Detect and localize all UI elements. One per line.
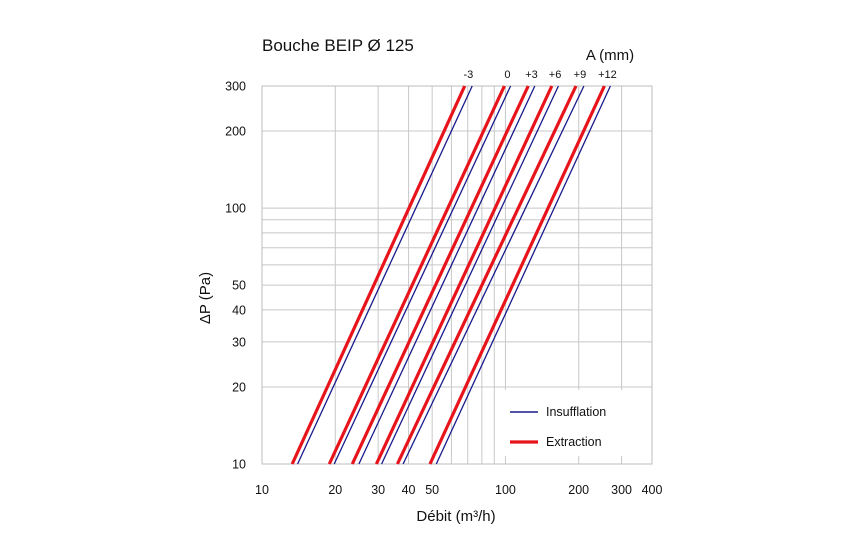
a-value-label: +3 xyxy=(525,69,538,81)
series-line-extraction-11 xyxy=(428,85,606,465)
x-tick-label: 100 xyxy=(495,483,516,497)
legend-label-insufflation: Insufflation xyxy=(546,405,606,419)
x-tick-label: 30 xyxy=(371,483,385,497)
x-tick-label: 10 xyxy=(255,483,269,497)
series-line-insufflation-6 xyxy=(381,85,559,465)
a-parameter-labels: -3 0 +3 +6 +9 +12 xyxy=(464,69,617,81)
x-tick-label: 40 xyxy=(402,483,416,497)
a-value-label: -3 xyxy=(464,69,474,81)
x-tick-label: 200 xyxy=(568,483,589,497)
series-line-extraction-9 xyxy=(395,85,578,465)
series-line-extraction-5 xyxy=(350,85,530,465)
series-line-extraction-3 xyxy=(327,85,506,465)
parameter-label: A (mm) xyxy=(586,47,634,64)
x-tick-label: 50 xyxy=(425,483,439,497)
x-tick-labels: 10 20 30 40 50 100 200 300 400 xyxy=(255,483,662,497)
plot-frame xyxy=(261,85,653,465)
a-value-label: +9 xyxy=(574,69,587,81)
series-line-insufflation-2 xyxy=(333,85,512,465)
y-axis-label: ΔP (Pa) xyxy=(197,272,214,324)
series-line-extraction-1 xyxy=(290,85,467,465)
legend-label-extraction: Extraction xyxy=(546,435,602,449)
chart-title: Bouche BEIP Ø 125 xyxy=(262,36,414,55)
series-line-insufflation-4 xyxy=(358,85,536,465)
y-tick-label: 200 xyxy=(225,125,246,139)
series-line-insufflation-8 xyxy=(402,85,585,465)
legend: Insufflation Extraction xyxy=(496,390,634,456)
y-tick-labels: 10 20 30 40 50 100 200 300 xyxy=(225,80,246,472)
series-lines xyxy=(290,85,611,465)
a-value-label: 0 xyxy=(504,69,510,81)
series-line-insufflation-10 xyxy=(435,85,611,465)
y-tick-label: 20 xyxy=(232,380,246,394)
x-tick-label: 20 xyxy=(328,483,342,497)
x-tick-label: 300 xyxy=(611,483,632,497)
y-tick-label: 40 xyxy=(232,303,246,317)
x-tick-label: 400 xyxy=(642,483,663,497)
x-axis-label: Débit (m³/h) xyxy=(416,508,495,525)
y-tick-label: 30 xyxy=(232,335,246,349)
a-value-label: +12 xyxy=(598,69,617,81)
y-tick-label: 300 xyxy=(225,80,246,94)
a-value-label: +6 xyxy=(549,69,562,81)
y-tick-label: 100 xyxy=(225,202,246,216)
series-line-extraction-7 xyxy=(374,85,554,465)
legend-box xyxy=(496,390,634,456)
y-tick-label: 50 xyxy=(232,279,246,293)
series-line-insufflation-0 xyxy=(297,85,473,465)
y-tick-label: 10 xyxy=(232,458,246,472)
plot-border xyxy=(261,85,653,465)
